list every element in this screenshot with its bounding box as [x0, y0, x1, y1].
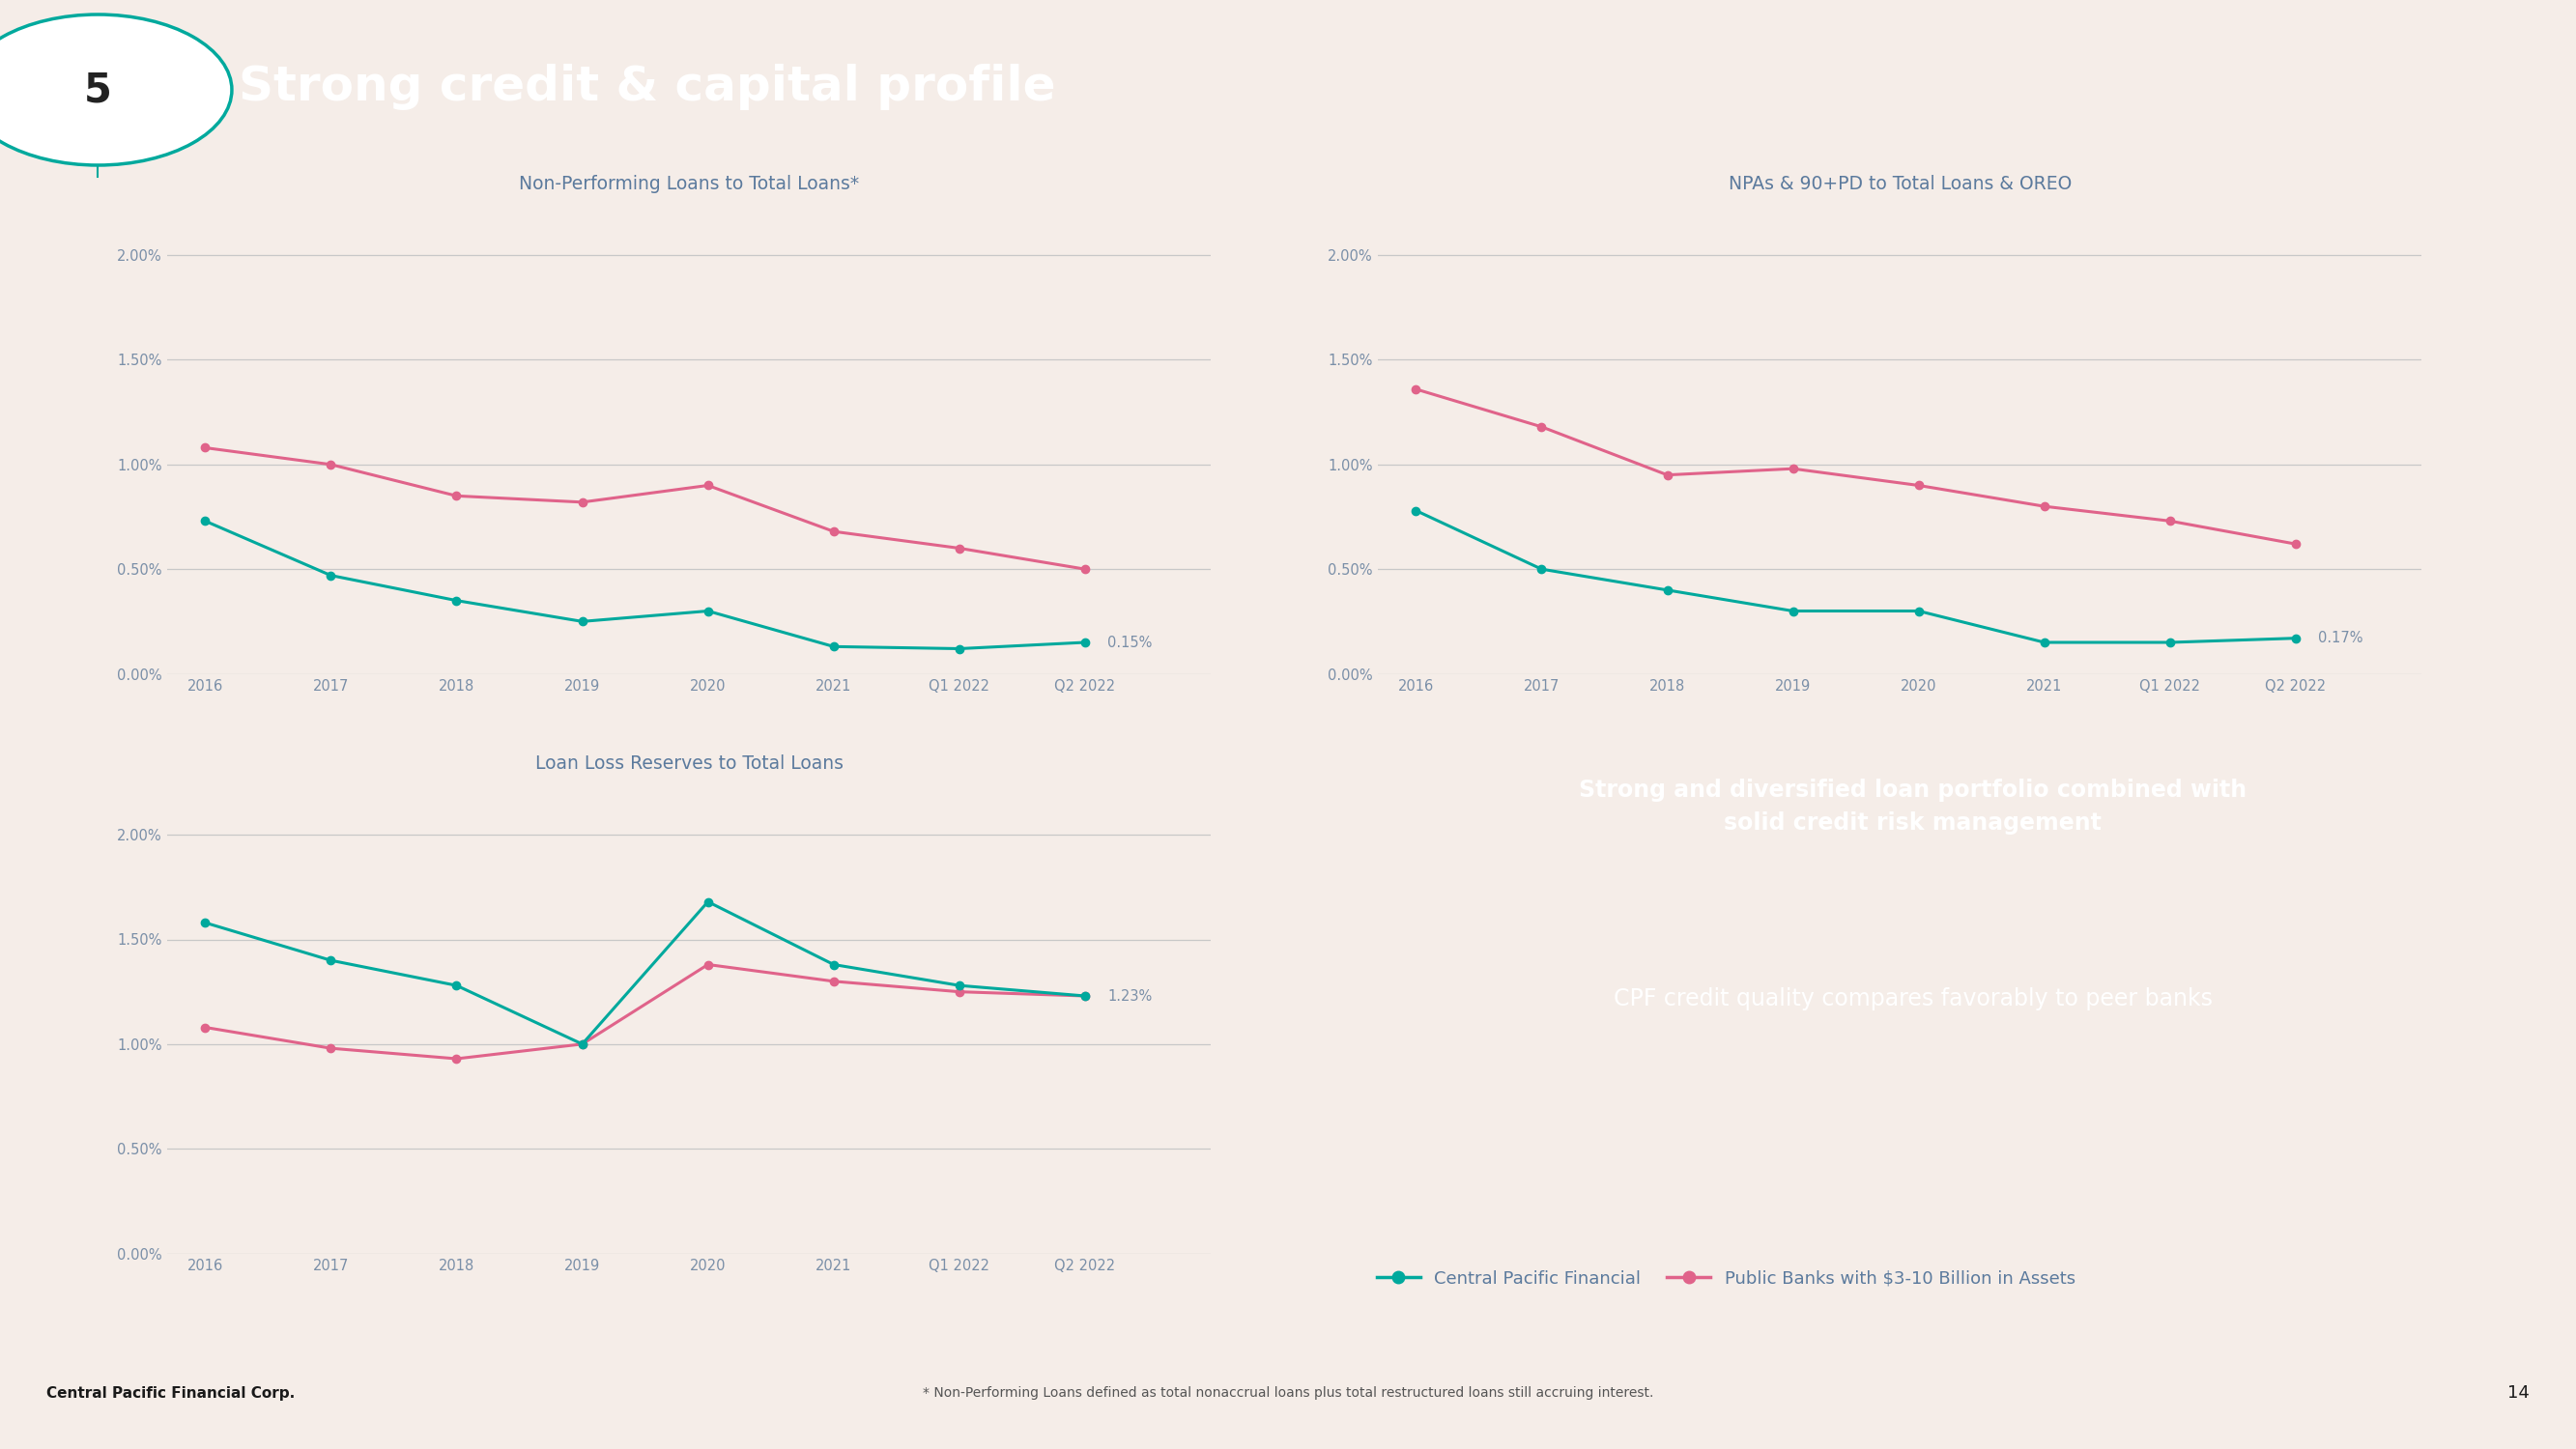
- Circle shape: [0, 14, 232, 165]
- Text: 14: 14: [2506, 1385, 2530, 1403]
- Title: NPAs & 90+PD to Total Loans & OREO: NPAs & 90+PD to Total Loans & OREO: [1728, 175, 2071, 193]
- Text: CPF credit quality compares favorably to peer banks: CPF credit quality compares favorably to…: [1613, 987, 2213, 1010]
- Text: Central Pacific Financial Corp.: Central Pacific Financial Corp.: [46, 1385, 294, 1400]
- Text: Strong and diversified loan portfolio combined with
solid credit risk management: Strong and diversified loan portfolio co…: [1579, 778, 2246, 835]
- Text: 0.15%: 0.15%: [1108, 635, 1151, 649]
- Legend: Central Pacific Financial, Public Banks with $3-10 Billion in Assets: Central Pacific Financial, Public Banks …: [1370, 1264, 2081, 1294]
- Text: 5: 5: [85, 70, 111, 110]
- Text: 0.17%: 0.17%: [2318, 630, 2362, 645]
- Text: * Non-Performing Loans defined as total nonaccrual loans plus total restructured: * Non-Performing Loans defined as total …: [922, 1387, 1654, 1400]
- Title: Loan Loss Reserves to Total Loans: Loan Loss Reserves to Total Loans: [536, 755, 842, 772]
- Text: Strong credit & capital profile: Strong credit & capital profile: [240, 64, 1056, 110]
- Text: 1.23%: 1.23%: [1108, 988, 1151, 1003]
- Title: Non-Performing Loans to Total Loans*: Non-Performing Loans to Total Loans*: [518, 175, 860, 193]
